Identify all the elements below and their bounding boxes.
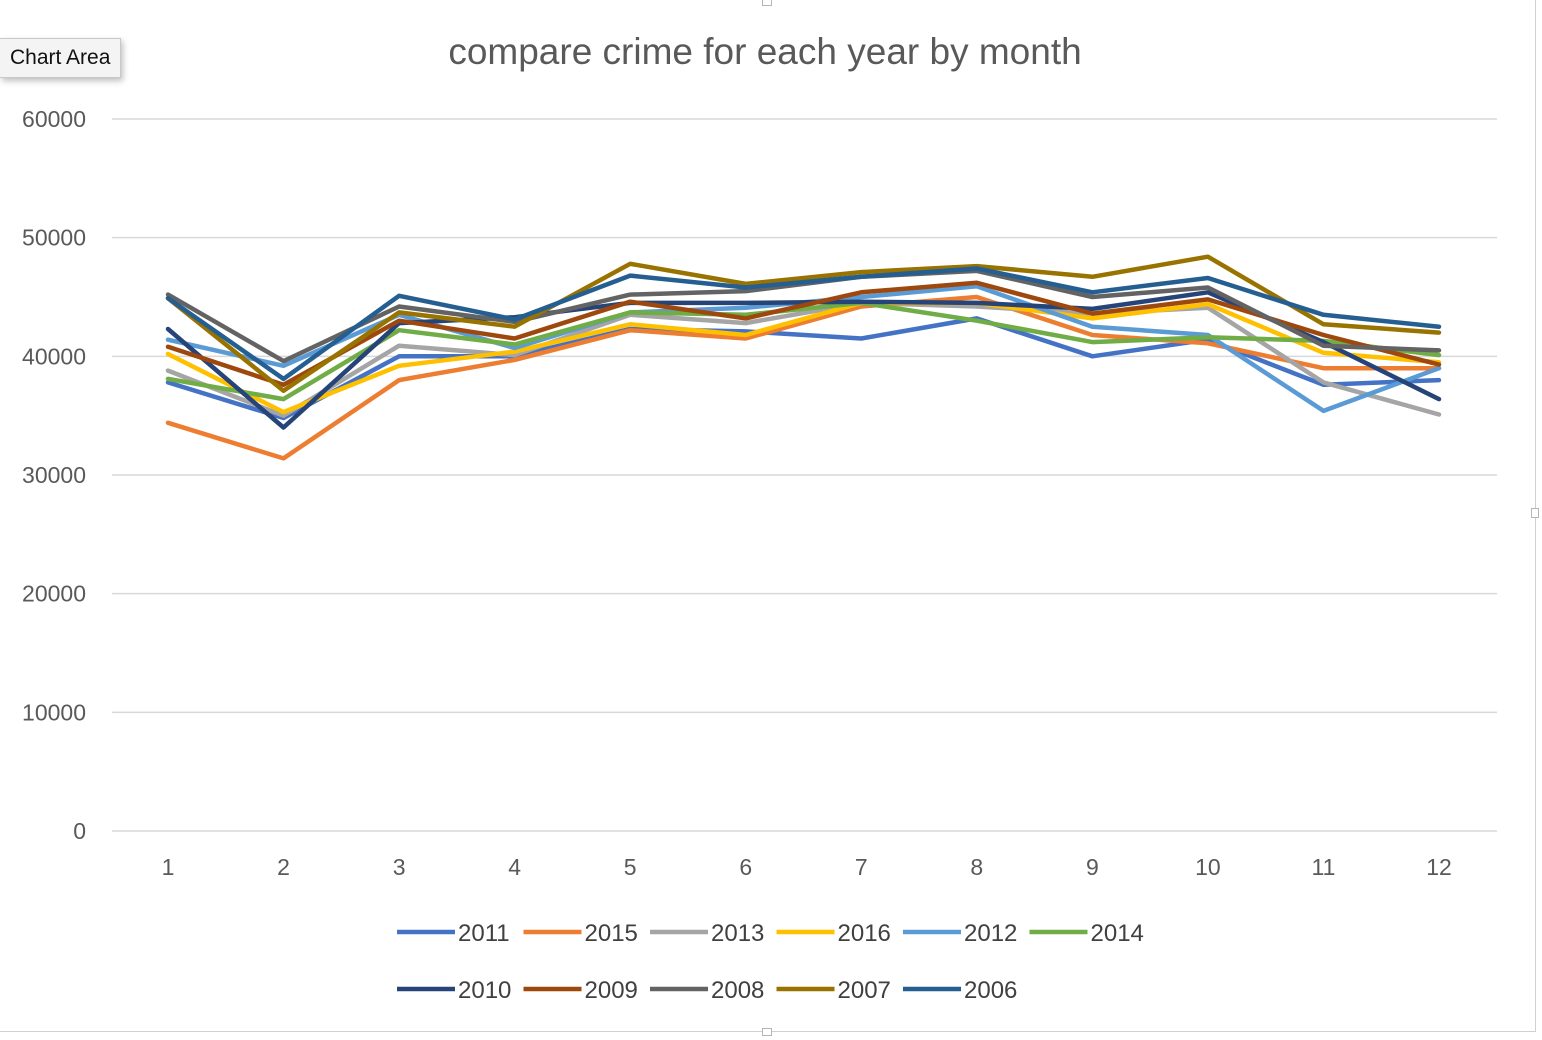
y-tick-label: 20000: [22, 581, 86, 607]
x-tick-label: 2: [277, 854, 290, 880]
x-tick-label: 6: [739, 854, 752, 880]
resize-handle-right[interactable]: [1531, 508, 1539, 518]
x-tick-label: 1: [162, 854, 175, 880]
legend-item-2006[interactable]: 2006: [903, 977, 1017, 1004]
legend-item-2012[interactable]: 2012: [903, 920, 1017, 947]
x-axis-ticks: 1 2 3 4 5 6 7 8 9 10 11 12: [162, 854, 1452, 880]
series-line-2016[interactable]: [165, 300, 1442, 415]
series-line-2009[interactable]: [165, 280, 1442, 388]
legend-label: 2007: [838, 977, 891, 1004]
y-tick-label: 10000: [22, 699, 86, 725]
series-line-2006[interactable]: [165, 266, 1442, 382]
x-tick-label: 4: [508, 854, 521, 880]
legend-item-2014[interactable]: 2014: [1029, 920, 1144, 947]
legend-label: 2012: [964, 920, 1017, 947]
series-line-2007[interactable]: [165, 254, 1442, 393]
legend-label: 2009: [585, 977, 638, 1004]
series-line-2010[interactable]: [165, 290, 1442, 430]
y-tick-label: 50000: [22, 225, 86, 251]
tooltip-label: Chart Area: [10, 46, 111, 69]
legend-item-2011[interactable]: 2011: [397, 920, 510, 947]
resize-handle-top[interactable]: [762, 0, 772, 6]
legend[interactable]: 2011 2015 2013 2016 2012 2014 2010 2009 2008 2007…: [397, 920, 1144, 1004]
resize-handle-bottom[interactable]: [762, 1028, 772, 1036]
legend-item-2016[interactable]: 2016: [776, 920, 891, 947]
y-tick-label: 60000: [22, 106, 86, 132]
legend-label: 2014: [1091, 920, 1144, 947]
legend-item-2009[interactable]: 2009: [523, 977, 638, 1004]
x-tick-label: 5: [624, 854, 637, 880]
legend-label: 2010: [458, 977, 511, 1004]
y-axis-ticks: 0 10000 20000 30000 40000 50000 60000: [22, 106, 86, 844]
gridlines: [112, 118, 1497, 832]
x-tick-label: 8: [970, 854, 983, 880]
legend-label: 2013: [711, 920, 764, 947]
series-line-2008[interactable]: [165, 268, 1442, 364]
legend-label: 2016: [838, 920, 891, 947]
series-lines[interactable]: [165, 254, 1442, 461]
legend-label: 2008: [711, 977, 764, 1004]
legend-label: 2011: [458, 920, 510, 947]
x-tick-label: 9: [1086, 854, 1099, 880]
series-line-2013[interactable]: [165, 300, 1442, 418]
x-tick-label: 12: [1426, 854, 1452, 880]
x-tick-label: 10: [1195, 854, 1221, 880]
y-tick-label: 0: [73, 818, 86, 844]
x-tick-label: 3: [393, 854, 406, 880]
y-tick-label: 30000: [22, 462, 86, 488]
legend-item-2013[interactable]: 2013: [650, 920, 764, 947]
legend-item-2010[interactable]: 2010: [397, 977, 511, 1004]
legend-label: 2015: [585, 920, 638, 947]
chart-title[interactable]: compare crime for each year by month: [448, 31, 1081, 72]
legend-item-2008[interactable]: 2008: [650, 977, 764, 1004]
x-tick-label: 7: [855, 854, 868, 880]
legend-item-2015[interactable]: 2015: [523, 920, 638, 947]
chart-area-tooltip: Chart Area: [0, 38, 122, 78]
legend-item-2007[interactable]: 2007: [776, 977, 891, 1004]
y-tick-label: 40000: [22, 343, 86, 369]
legend-label: 2006: [964, 977, 1017, 1004]
x-tick-label: 11: [1312, 854, 1336, 880]
